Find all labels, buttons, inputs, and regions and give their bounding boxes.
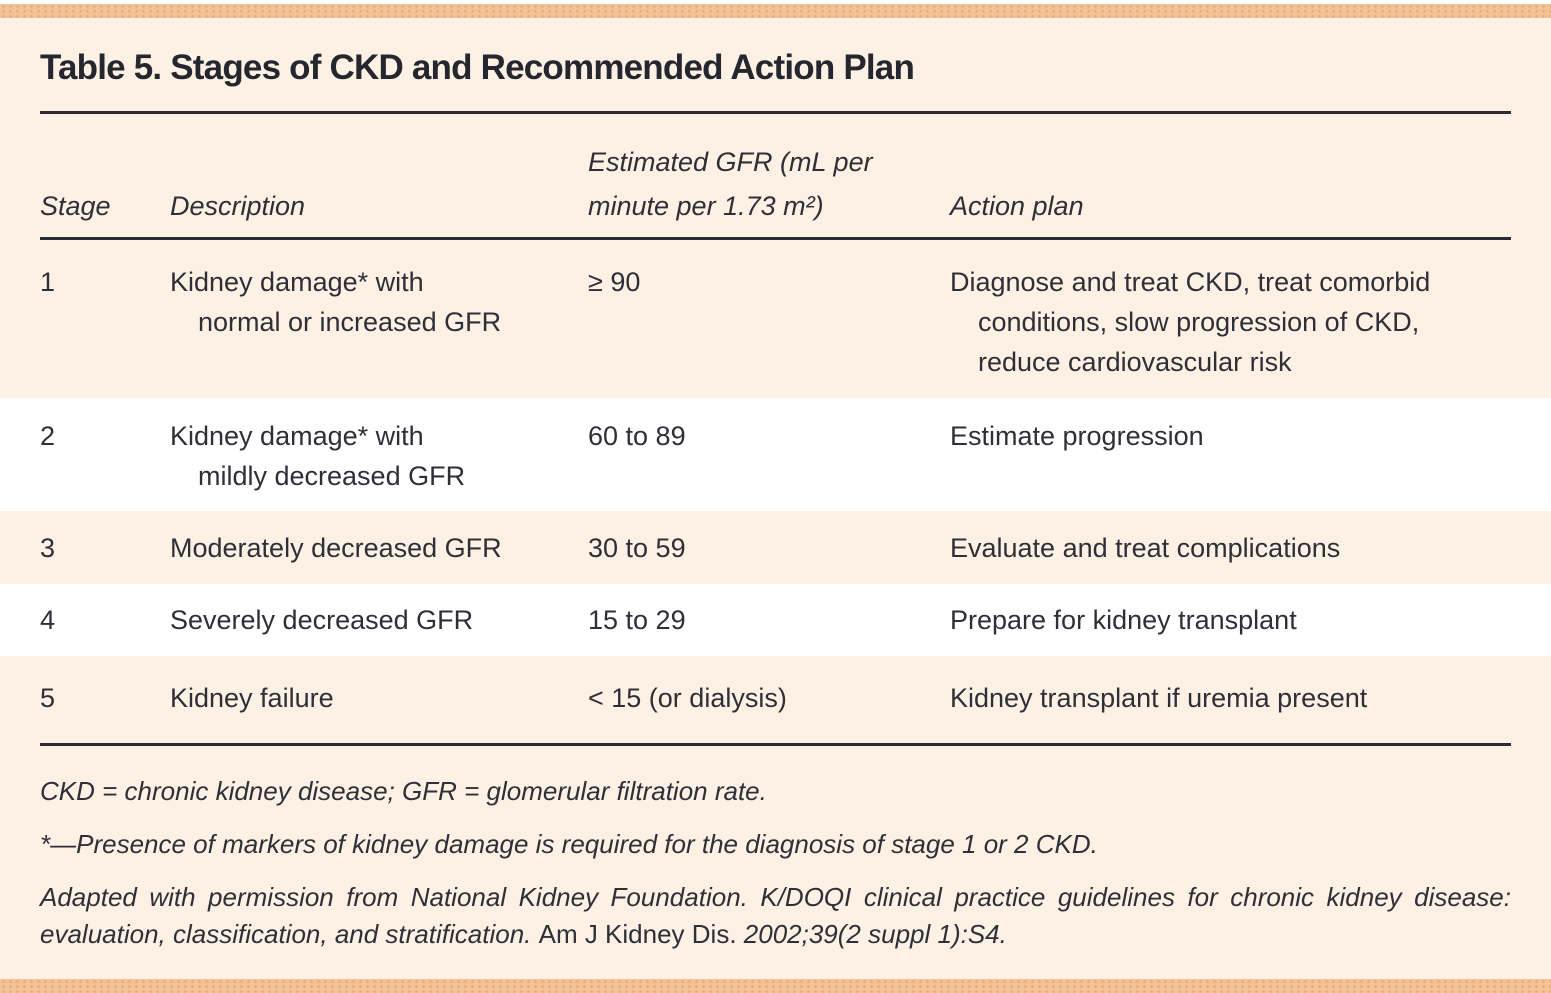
citation-text-part2: 2002;39(2 suppl 1):S4. bbox=[736, 919, 1007, 949]
footnote-abbreviations: CKD = chronic kidney disease; GFR = glom… bbox=[40, 776, 767, 806]
cell-description: Kidney failure bbox=[170, 683, 334, 713]
column-header-gfr: Estimated GFR (mL per minute per 1.73 m²… bbox=[588, 147, 873, 221]
column-header-stage: Stage bbox=[40, 191, 111, 221]
cell-gfr: ≥ 90 bbox=[588, 267, 641, 297]
cell-action-plan: Estimate progression bbox=[950, 421, 1204, 451]
cell-description: Severely decreased GFR bbox=[170, 605, 474, 635]
citation-journal-name: Am J Kidney Dis. bbox=[538, 919, 737, 949]
cell-stage: 1 bbox=[40, 267, 56, 297]
cell-action-plan: Diagnose and treat CKD, treat comorbid c… bbox=[950, 267, 1431, 377]
cell-description: Moderately decreased GFR bbox=[170, 533, 502, 563]
cell-stage: 3 bbox=[40, 533, 56, 563]
cell-gfr: < 15 (or dialysis) bbox=[588, 683, 787, 713]
column-header-action-plan: Action plan bbox=[950, 191, 1084, 221]
cell-description: Kidney damage* with normal or increased … bbox=[170, 267, 502, 337]
cell-stage: 5 bbox=[40, 683, 56, 713]
citation-text-part1: Adapted with permission from National Ki… bbox=[40, 882, 1511, 949]
bottom-accent-bar bbox=[0, 979, 1551, 993]
cell-stage: 4 bbox=[40, 605, 56, 635]
table-row-stage-1: 1 Kidney damage* with normal or increase… bbox=[0, 240, 1551, 398]
top-accent-bar bbox=[0, 4, 1551, 18]
footnote-marker-note: *—Presence of markers of kidney damage i… bbox=[40, 829, 1098, 859]
table-row-stage-5: 5 Kidney failure < 15 (or dialysis) Kidn… bbox=[0, 656, 1551, 743]
cell-stage: 2 bbox=[40, 421, 56, 451]
table-row-stage-3: 3 Moderately decreased GFR 30 to 59 Eval… bbox=[0, 511, 1551, 584]
table-content: Table 5. Stages of CKD and Recommended A… bbox=[0, 18, 1551, 979]
footnotes: CKD = chronic kidney disease; GFR = glom… bbox=[0, 746, 1551, 953]
cell-gfr: 60 to 89 bbox=[588, 421, 686, 451]
cell-gfr: 15 to 29 bbox=[588, 605, 686, 635]
column-header-description: Description bbox=[170, 191, 306, 221]
page-top-margin bbox=[0, 0, 1551, 4]
table-header-row: Stage Description Estimated GFR (mL per … bbox=[0, 114, 1551, 228]
cell-action-plan: Prepare for kidney transplant bbox=[950, 605, 1297, 635]
table-title: Table 5. Stages of CKD and Recommended A… bbox=[40, 48, 915, 87]
table-row-stage-2: 2 Kidney damage* with mildly decreased G… bbox=[0, 398, 1551, 511]
cell-description: Kidney damage* with mildly decreased GFR bbox=[170, 421, 466, 491]
table-row-stage-4: 4 Severely decreased GFR 15 to 29 Prepar… bbox=[0, 584, 1551, 656]
footnote-source-citation: Adapted with permission from National Ki… bbox=[40, 879, 1511, 953]
cell-action-plan: Kidney transplant if uremia present bbox=[950, 683, 1368, 713]
table-bottom-rule bbox=[40, 743, 1511, 746]
title-rule bbox=[40, 111, 1511, 114]
header-rule bbox=[40, 237, 1511, 240]
cell-action-plan: Evaluate and treat complications bbox=[950, 533, 1341, 563]
cell-gfr: 30 to 59 bbox=[588, 533, 686, 563]
